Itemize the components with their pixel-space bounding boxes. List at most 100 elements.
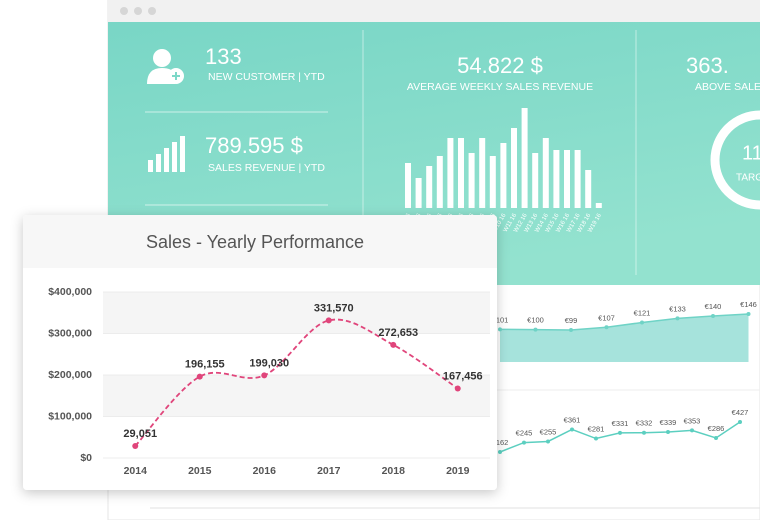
area-line <box>499 313 749 331</box>
point <box>711 314 715 319</box>
grid-band <box>103 292 490 334</box>
bar <box>458 138 464 208</box>
data-label: €146 <box>740 300 757 309</box>
window-bar <box>108 0 760 22</box>
point <box>618 430 622 435</box>
data-label: €353 <box>684 416 701 425</box>
point <box>196 373 203 380</box>
bar <box>405 163 411 208</box>
bar <box>521 108 528 208</box>
point <box>642 430 646 435</box>
bar <box>511 128 517 208</box>
point <box>675 316 680 321</box>
point <box>714 435 718 440</box>
y-tick-label: $400,000 <box>48 286 92 298</box>
kpi-value: 789.595 $ <box>205 133 303 158</box>
customer-icon <box>147 49 184 84</box>
bar <box>479 138 486 208</box>
data-label: €100 <box>527 316 544 325</box>
kpi-value: 363. <box>686 53 729 78</box>
point <box>498 327 502 332</box>
x-tick-label: 2016 <box>253 465 277 477</box>
bar <box>595 203 602 208</box>
kpi-label: AVERAGE WEEKLY SALES REVENUE <box>407 81 593 93</box>
point <box>533 327 538 332</box>
point <box>132 442 139 449</box>
card-header <box>23 215 497 268</box>
data-label: €99 <box>565 316 578 325</box>
point <box>325 317 332 324</box>
data-label: €427 <box>732 408 749 417</box>
data-label: €162 <box>492 438 509 447</box>
point <box>570 427 574 432</box>
data-label: €121 <box>634 308 651 317</box>
bar <box>489 156 496 208</box>
point <box>261 372 268 379</box>
point <box>546 439 550 444</box>
bar <box>447 138 454 208</box>
data-label: 331,570 <box>314 302 354 314</box>
data-label: €255 <box>540 427 557 436</box>
gauge-label: TARG <box>736 173 760 184</box>
bar <box>585 170 592 208</box>
bar <box>426 166 433 208</box>
revenue-icon <box>148 136 185 172</box>
bar <box>574 150 581 208</box>
window-dot <box>148 7 156 15</box>
y-tick-label: $300,000 <box>48 327 92 339</box>
point <box>594 436 598 441</box>
point <box>454 385 461 392</box>
x-tick-label: 2017 <box>317 465 341 477</box>
data-label: €281 <box>588 425 605 434</box>
x-tick-label: 2018 <box>382 465 406 477</box>
data-label: 167,456 <box>443 370 483 382</box>
bar <box>553 150 560 208</box>
data-label: 272,653 <box>378 327 418 339</box>
bar <box>415 178 422 208</box>
area <box>500 314 749 362</box>
window-dot <box>134 7 142 15</box>
line <box>134 318 459 447</box>
kpi-label: NEW CUSTOMER | YTD <box>208 71 325 83</box>
data-label: €101 <box>492 315 509 324</box>
point <box>522 440 526 445</box>
data-label: 29,051 <box>123 428 157 440</box>
data-label: €245 <box>516 429 533 438</box>
kpi-value: 133 <box>205 44 242 69</box>
data-label: €361 <box>564 415 581 424</box>
point <box>738 420 742 424</box>
x-tick-label: 2019 <box>446 465 470 477</box>
bar <box>532 153 539 208</box>
data-label: €286 <box>708 424 725 433</box>
point <box>498 450 502 454</box>
point <box>666 429 670 434</box>
data-label: €140 <box>705 302 722 311</box>
data-label: €331 <box>612 419 629 428</box>
data-label: €339 <box>660 418 677 427</box>
bar <box>564 150 570 208</box>
point <box>569 328 573 332</box>
data-label: €133 <box>669 304 686 313</box>
data-label: €332 <box>636 419 653 428</box>
data-label: €107 <box>598 313 615 322</box>
point <box>690 428 694 433</box>
x-tick-label: 2014 <box>124 465 148 477</box>
grid-band <box>103 375 490 417</box>
window-dot <box>120 7 128 15</box>
data-label: 199,030 <box>249 357 289 369</box>
y-tick-label: $0 <box>80 452 92 464</box>
point <box>746 312 751 316</box>
kpi-value: 54.822 $ <box>457 53 543 78</box>
gauge-value: 11 <box>742 142 760 164</box>
card <box>23 215 497 490</box>
kpi-label: ABOVE SALE <box>695 81 760 93</box>
bar <box>468 153 475 208</box>
chart-title: Sales - Yearly Performance <box>146 232 364 252</box>
gauge-ring <box>710 110 760 210</box>
data-label: 196,155 <box>185 359 225 371</box>
bar <box>436 156 443 208</box>
point <box>390 341 397 348</box>
point <box>604 325 609 330</box>
y-tick-label: $100,000 <box>48 410 92 422</box>
